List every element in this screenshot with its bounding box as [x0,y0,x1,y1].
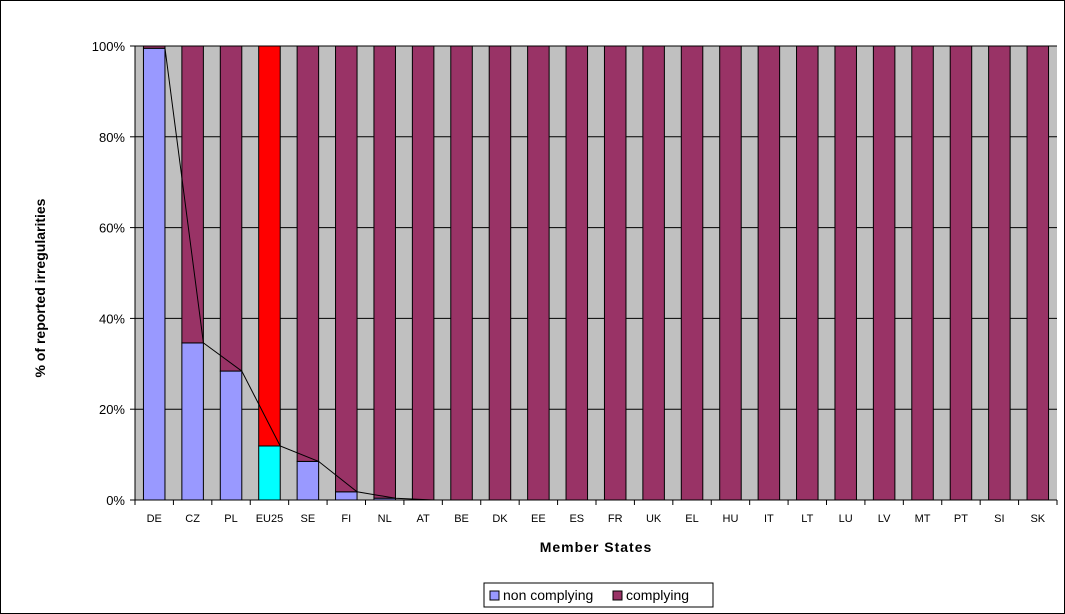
x-tick-label: AT [417,513,431,525]
x-tick-label: NL [378,513,392,525]
bars [142,45,1050,501]
x-tick-label: PT [954,513,968,525]
trend-line [164,48,434,501]
bar-complying-SE [296,45,320,462]
legend-label-non-complying: non complying [503,587,593,603]
x-tick-label: FR [608,513,623,525]
bar-complying-EE [527,45,550,501]
x-tick-label: SE [301,513,316,525]
y-tick-label: 100% [92,39,126,54]
x-tick-label: PL [224,513,237,525]
x-tick-label: LU [839,513,853,525]
x-tick-label: HU [723,513,739,525]
x-tick-label: EL [685,513,698,525]
x-tick-label: SI [994,513,1004,525]
bar-complying-IT [757,45,781,501]
y-tick-label: 0% [106,493,125,508]
bar-complying-MT [911,45,934,501]
legend-box [483,582,714,608]
x-tick-label: BE [454,513,469,525]
bar-complying-AT [411,45,435,501]
legend-label-complying: complying [626,587,689,603]
bar-non-complying-CZ [181,342,204,501]
bar-non-complying-EU25 [258,445,281,501]
gridlines [135,45,1057,410]
x-tick-label: FI [341,513,351,525]
y-tick-label: 40% [99,311,125,326]
bar-complying-EL [680,45,704,501]
y-tick-label: 60% [99,221,125,236]
bar-complying-UK [642,45,665,501]
bar-non-complying-FI [335,491,358,501]
bar-complying-BE [450,45,473,501]
x-axis-ticks: DE CZ PL EU25 SE FI NL AT BE DK EE ES FR UK EL HU IT LT LU… [134,500,1058,525]
x-tick-label: LV [878,513,891,525]
bar-complying-PT [949,45,973,501]
bar-complying-SI [988,45,1011,501]
x-tick-label: CZ [185,513,200,525]
bar-complying-DE [142,45,166,49]
bar-complying-FR [603,45,627,501]
legend-swatch-non-complying [489,590,500,601]
x-tick-label: EU25 [256,513,284,525]
y-axis-ticks: 0% 20% 40% 60% 80% 100% [92,39,135,508]
bar-complying-SK [1026,45,1050,501]
bar-complying-HU [719,45,742,501]
bar-complying-NL [373,45,396,499]
bar-complying-ES [565,45,589,501]
y-axis-title: % of reported irregularities [32,198,48,377]
bar-complying-LV [872,45,896,501]
y-tick-label: 20% [99,402,125,417]
bar-complying-LU [834,45,857,501]
y-tick-label: 80% [99,130,125,145]
x-tick-label: SK [1030,513,1045,525]
x-tick-label: MT [915,513,931,525]
x-tick-label: ES [569,513,584,525]
bar-complying-CZ [181,45,204,344]
bar-complying-DK [488,45,512,501]
bar-complying-LT [796,45,819,501]
bar-non-complying-PL [219,370,243,501]
x-axis-title: Member States [540,539,653,555]
bar-complying-FI [335,45,358,493]
x-tick-label: DK [492,513,508,525]
legend: non complying complying [483,582,714,608]
bar-complying-PL [219,45,243,372]
x-tick-label: IT [764,513,774,525]
bar-non-complying-DE [142,47,166,501]
bar-non-complying-SE [296,460,320,501]
x-tick-label: EE [531,513,546,525]
legend-swatch-complying [612,590,623,601]
plot-area [135,46,1057,500]
x-tick-label: DE [147,513,162,525]
x-tick-label: LT [801,513,813,525]
x-tick-label: UK [646,513,662,525]
bar-complying-EU25 [258,45,281,447]
